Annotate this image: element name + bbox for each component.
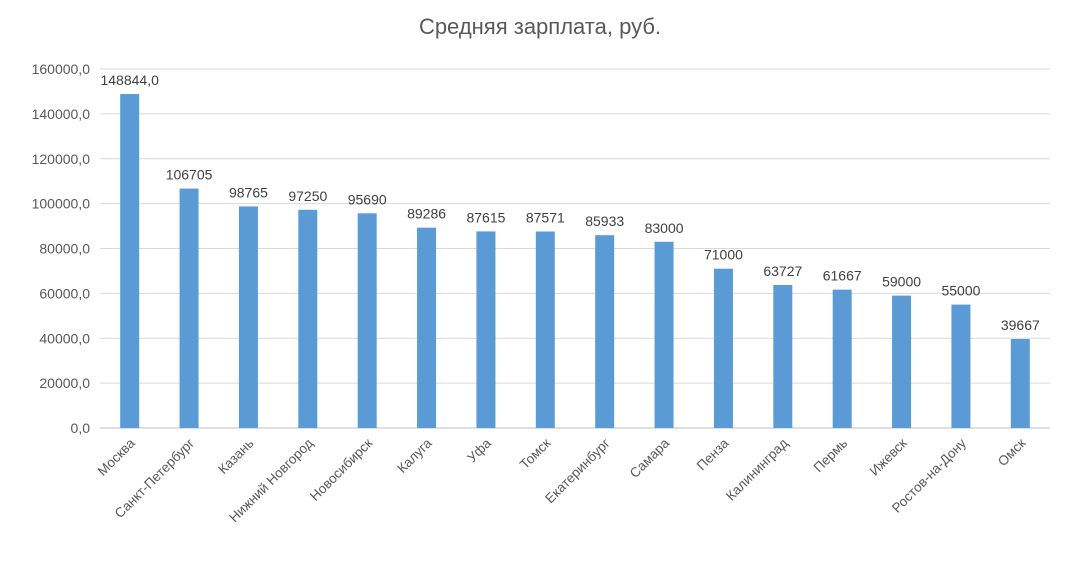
bar <box>773 285 793 428</box>
y-tick-label: 80000,0 <box>39 241 90 257</box>
category-label: Москва <box>95 435 139 479</box>
bar <box>238 206 258 428</box>
y-tick-label: 60000,0 <box>39 285 90 301</box>
data-label: 97250 <box>288 188 327 204</box>
y-tick-label: 100000,0 <box>32 196 91 212</box>
category-label: Томск <box>517 435 554 472</box>
data-label: 61667 <box>823 268 862 284</box>
data-label: 148844,0 <box>100 72 159 88</box>
category-label: Самара <box>627 435 673 481</box>
bar <box>713 268 733 428</box>
bar <box>654 241 674 428</box>
y-tick-label: 20000,0 <box>39 375 90 391</box>
category-label: Пенза <box>694 435 732 473</box>
bar <box>892 295 912 428</box>
bar <box>535 231 555 428</box>
category-label: Ижевск <box>867 435 910 478</box>
data-label: 63727 <box>763 263 802 279</box>
data-label: 39667 <box>1001 317 1040 333</box>
chart-title: Средняя зарплата, руб. <box>418 14 662 39</box>
bar <box>179 188 199 428</box>
data-label: 87571 <box>526 210 565 226</box>
category-label: Калининград <box>723 435 791 503</box>
category-label: Уфа <box>464 435 494 465</box>
category-label: Омск <box>995 435 1029 469</box>
data-label: 55000 <box>941 283 980 299</box>
y-tick-label: 120000,0 <box>32 151 91 167</box>
category-label: Пермь <box>811 436 851 476</box>
data-label: 95690 <box>348 191 387 207</box>
y-tick-label: 40000,0 <box>39 330 90 346</box>
category-label: Казань <box>215 436 256 477</box>
bar <box>832 289 852 428</box>
y-tick-label: 0,0 <box>71 420 91 436</box>
category-label: Новосибирск <box>307 435 375 503</box>
bar <box>357 213 377 428</box>
data-label: 71000 <box>704 247 743 263</box>
category-label: Калуга <box>394 435 435 476</box>
data-label: 83000 <box>645 220 684 236</box>
y-tick-label: 160000,0 <box>32 61 91 77</box>
data-label: 89286 <box>407 206 446 222</box>
bar <box>1010 338 1030 428</box>
data-label: 59000 <box>882 274 921 290</box>
bar <box>476 231 496 428</box>
data-label: 106705 <box>166 167 213 183</box>
bar <box>298 209 318 428</box>
data-label: 87615 <box>466 209 505 225</box>
bar <box>120 94 140 428</box>
bar <box>595 235 615 428</box>
data-label: 98765 <box>229 184 268 200</box>
bar <box>951 304 971 428</box>
data-label: 85933 <box>585 213 624 229</box>
bar <box>417 227 437 428</box>
y-tick-label: 140000,0 <box>32 106 91 122</box>
